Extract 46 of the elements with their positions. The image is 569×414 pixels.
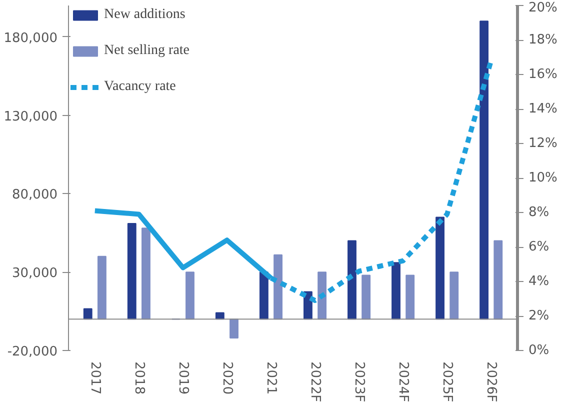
y2-tick-label: 18% — [528, 32, 558, 48]
legend-label: Vacancy rate — [104, 79, 176, 95]
y2-tick-label: 14% — [528, 102, 558, 116]
y2-tick-label: 2% — [528, 308, 550, 324]
bar — [362, 274, 371, 320]
bar — [348, 240, 356, 320]
bar — [406, 274, 415, 320]
y2-tick-label: 20% — [528, 0, 558, 16]
y-tick-label: 30,000 — [12, 266, 58, 282]
y2-tick-label: 6% — [528, 240, 550, 254]
bar — [83, 308, 92, 320]
bar — [259, 272, 268, 320]
y2-tick-label: 8% — [528, 205, 550, 220]
bar — [274, 254, 282, 320]
bar — [450, 272, 459, 320]
bar — [142, 228, 150, 320]
bar — [186, 272, 194, 320]
x-tick-label: 2017 — [87, 362, 102, 395]
x-tick-label: 2019 — [175, 362, 190, 395]
x-tick-label: 2020 — [219, 362, 234, 395]
bar — [230, 318, 238, 338]
x-tick-label: 2024F — [396, 362, 411, 402]
x-tick-label: 2021 — [263, 362, 278, 395]
bar — [392, 262, 400, 320]
y-tick-label: 180,000 — [4, 30, 58, 46]
x-tick-label: 2026F — [484, 362, 499, 402]
y2-tick-label: 0% — [528, 343, 550, 358]
x-tick-label: 2025F — [440, 362, 455, 402]
x-tick-label: 2023F — [352, 362, 367, 402]
y2-tick-label: 12% — [528, 136, 558, 151]
bar — [494, 240, 503, 320]
bar — [436, 216, 444, 320]
y-tick-label: -20,000 — [7, 344, 58, 360]
y-tick-label: 130,000 — [4, 109, 58, 124]
bar — [127, 222, 136, 320]
y2-tick-label: 4% — [528, 274, 550, 289]
y-tick-label: 80,000 — [12, 188, 58, 203]
x-tick-label: 2018 — [131, 362, 146, 395]
x-tick-label: 2022F — [308, 362, 323, 402]
bar — [480, 20, 489, 320]
legend-label: Net selling rate — [104, 43, 190, 59]
bar — [318, 272, 327, 320]
y2-tick-label: 16% — [528, 67, 558, 82]
y2-tick-label: 10% — [528, 170, 558, 186]
bar — [97, 256, 106, 320]
legend-label: New additions — [104, 7, 186, 23]
